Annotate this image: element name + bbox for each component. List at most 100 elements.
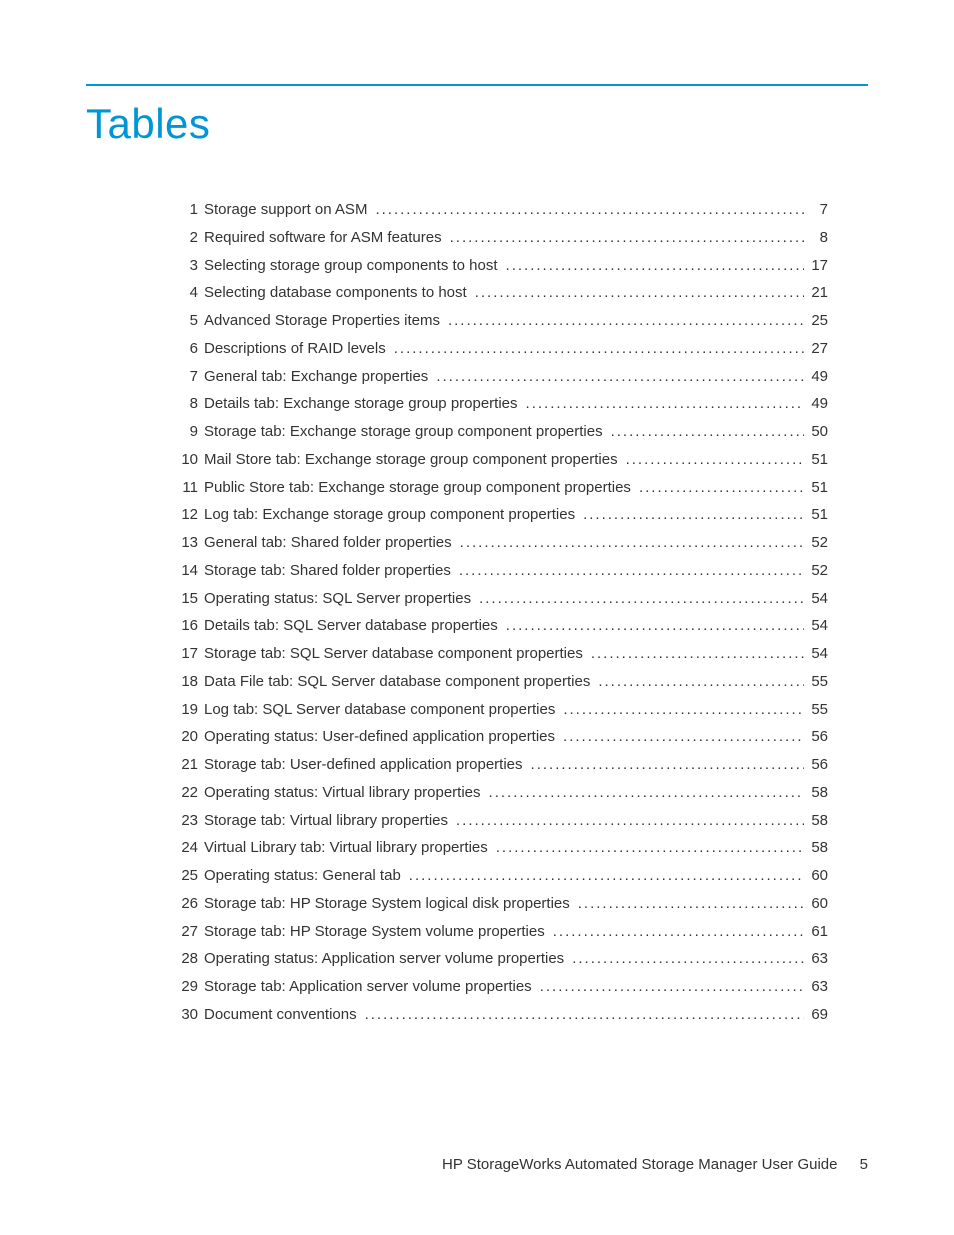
toc-entry-page: 17 — [804, 252, 828, 280]
toc-entry[interactable]: 4Selecting database components to host..… — [178, 279, 828, 307]
toc-entry-number: 8 — [178, 390, 204, 418]
toc-entry-page: 52 — [804, 529, 828, 557]
footer-page-number: 5 — [860, 1156, 868, 1173]
toc-entry[interactable]: 2Required software for ASM features.....… — [178, 224, 828, 252]
toc-entry[interactable]: 22Operating status: Virtual library prop… — [178, 779, 828, 807]
toc-entry-title: Storage tab: Exchange storage group comp… — [204, 418, 607, 446]
toc-leader-dots: ........................................… — [559, 723, 804, 751]
toc-entry[interactable]: 12Log tab: Exchange storage group compon… — [178, 501, 828, 529]
toc-entry[interactable]: 14Storage tab: Shared folder properties.… — [178, 557, 828, 585]
toc-entry[interactable]: 20Operating status: User-defined applica… — [178, 723, 828, 751]
toc-entry-page: 8 — [804, 224, 828, 252]
toc-entry-title: Virtual Library tab: Virtual library pro… — [204, 834, 492, 862]
toc-leader-dots: ........................................… — [361, 1001, 804, 1029]
toc-entry-page: 63 — [804, 945, 828, 973]
toc-entry[interactable]: 11Public Store tab: Exchange storage gro… — [178, 474, 828, 502]
toc-leader-dots: ........................................… — [455, 557, 804, 585]
toc-entry-page: 55 — [804, 696, 828, 724]
footer-doc-title: HP StorageWorks Automated Storage Manage… — [442, 1156, 856, 1173]
toc-entry[interactable]: 10Mail Store tab: Exchange storage group… — [178, 446, 828, 474]
toc-entry-number: 9 — [178, 418, 204, 446]
toc-entry-page: 60 — [804, 862, 828, 890]
toc-entry-title: Storage tab: HP Storage System volume pr… — [204, 918, 549, 946]
toc-entry[interactable]: 25Operating status: General tab.........… — [178, 862, 828, 890]
toc-entry-title: Storage tab: SQL Server database compone… — [204, 640, 587, 668]
toc-entry[interactable]: 6Descriptions of RAID levels............… — [178, 335, 828, 363]
toc-entry-number: 5 — [178, 307, 204, 335]
toc-entry[interactable]: 15Operating status: SQL Server propertie… — [178, 585, 828, 613]
toc-entry[interactable]: 16Details tab: SQL Server database prope… — [178, 612, 828, 640]
toc-entry[interactable]: 28Operating status: Application server v… — [178, 945, 828, 973]
toc-leader-dots: ........................................… — [594, 668, 804, 696]
toc-entry[interactable]: 27Storage tab: HP Storage System volume … — [178, 918, 828, 946]
toc-entry-number: 29 — [178, 973, 204, 1001]
toc-entry-number: 12 — [178, 501, 204, 529]
toc-entry[interactable]: 17Storage tab: SQL Server database compo… — [178, 640, 828, 668]
toc-entry-number: 13 — [178, 529, 204, 557]
toc-leader-dots: ........................................… — [574, 890, 804, 918]
toc-entry-number: 30 — [178, 1001, 204, 1029]
toc-entry-number: 11 — [178, 474, 204, 502]
section-heading: Tables — [86, 100, 868, 148]
toc-entry-title: Document conventions — [204, 1001, 361, 1029]
toc-entry-page: 56 — [804, 723, 828, 751]
toc-entry-number: 7 — [178, 363, 204, 391]
toc-entry[interactable]: 21Storage tab: User-defined application … — [178, 751, 828, 779]
toc-entry-title: Descriptions of RAID levels — [204, 335, 390, 363]
toc-leader-dots: ........................................… — [475, 585, 804, 613]
toc-entry-number: 20 — [178, 723, 204, 751]
toc-entry-number: 18 — [178, 668, 204, 696]
toc-leader-dots: ........................................… — [635, 474, 804, 502]
toc-entry[interactable]: 3Selecting storage group components to h… — [178, 252, 828, 280]
toc-entry-number: 26 — [178, 890, 204, 918]
toc-entry-title: Details tab: Exchange storage group prop… — [204, 390, 522, 418]
page: Tables 1Storage support on ASM..........… — [0, 0, 954, 1235]
toc-entry[interactable]: 9Storage tab: Exchange storage group com… — [178, 418, 828, 446]
toc-entry-title: Storage tab: Shared folder properties — [204, 557, 455, 585]
toc-entry[interactable]: 23Storage tab: Virtual library propertie… — [178, 807, 828, 835]
toc-entry-title: Storage tab: Virtual library properties — [204, 807, 452, 835]
toc-entry[interactable]: 13General tab: Shared folder properties.… — [178, 529, 828, 557]
toc-leader-dots: ........................................… — [485, 779, 804, 807]
toc-leader-dots: ........................................… — [536, 973, 804, 1001]
toc-entry[interactable]: 24Virtual Library tab: Virtual library p… — [178, 834, 828, 862]
toc-entry-title: Selecting database components to host — [204, 279, 471, 307]
toc-entry[interactable]: 19Log tab: SQL Server database component… — [178, 696, 828, 724]
toc-entry[interactable]: 29Storage tab: Application server volume… — [178, 973, 828, 1001]
toc-entry-number: 14 — [178, 557, 204, 585]
toc-entry-page: 21 — [804, 279, 828, 307]
toc-entry-title: Operating status: SQL Server properties — [204, 585, 475, 613]
toc-entry-title: Log tab: SQL Server database component p… — [204, 696, 559, 724]
toc-leader-dots: ........................................… — [502, 612, 804, 640]
toc-entry-title: Details tab: SQL Server database propert… — [204, 612, 502, 640]
toc-entry[interactable]: 5Advanced Storage Properties items......… — [178, 307, 828, 335]
toc-leader-dots: ........................................… — [456, 529, 804, 557]
toc-entry-page: 58 — [804, 807, 828, 835]
toc-entry-title: Selecting storage group components to ho… — [204, 252, 502, 280]
toc-entry-number: 1 — [178, 196, 204, 224]
toc-entry[interactable]: 26Storage tab: HP Storage System logical… — [178, 890, 828, 918]
toc-leader-dots: ........................................… — [452, 807, 804, 835]
toc-leader-dots: ........................................… — [549, 918, 804, 946]
toc-entry[interactable]: 18Data File tab: SQL Server database com… — [178, 668, 828, 696]
toc-leader-dots: ........................................… — [432, 363, 804, 391]
toc-entry[interactable]: 1Storage support on ASM.................… — [178, 196, 828, 224]
toc-entry-number: 22 — [178, 779, 204, 807]
toc-entry-page: 55 — [804, 668, 828, 696]
toc-entry[interactable]: 30Document conventions..................… — [178, 1001, 828, 1029]
toc-entry-title: Storage tab: User-defined application pr… — [204, 751, 527, 779]
toc-leader-dots: ........................................… — [492, 834, 804, 862]
toc-entry[interactable]: 8Details tab: Exchange storage group pro… — [178, 390, 828, 418]
toc-leader-dots: ........................................… — [527, 751, 804, 779]
toc-entry-page: 51 — [804, 501, 828, 529]
toc-entry-title: Required software for ASM features — [204, 224, 446, 252]
toc-entry-page: 51 — [804, 446, 828, 474]
toc-leader-dots: ........................................… — [444, 307, 804, 335]
toc-entry-title: General tab: Exchange properties — [204, 363, 432, 391]
toc-entry[interactable]: 7General tab: Exchange properties.......… — [178, 363, 828, 391]
toc-entry-page: 49 — [804, 363, 828, 391]
toc-entry-title: Operating status: Virtual library proper… — [204, 779, 485, 807]
toc-leader-dots: ........................................… — [587, 640, 804, 668]
toc-entry-number: 4 — [178, 279, 204, 307]
toc-entry-page: 51 — [804, 474, 828, 502]
